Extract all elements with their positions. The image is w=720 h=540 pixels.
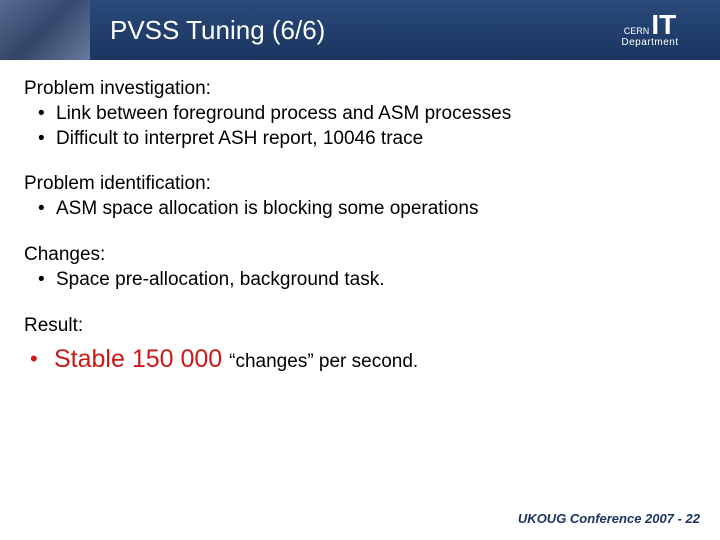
slide-content: Problem investigation: Link between fore… — [0, 60, 720, 375]
slide-footer: UKOUG Conference 2007 - 22 — [518, 511, 700, 526]
section-investigation: Problem investigation: Link between fore… — [24, 78, 696, 151]
result-item: Stable 150 000 “changes” per second. — [30, 343, 696, 376]
list-item: ASM space allocation is blocking some op… — [38, 197, 696, 222]
changes-list: Space pre-allocation, background task. — [24, 268, 696, 293]
list-item: Link between foreground process and ASM … — [38, 102, 696, 127]
investigation-heading: Problem investigation: — [24, 78, 696, 100]
identification-heading: Problem identification: — [24, 173, 696, 195]
result-heading: Result: — [24, 315, 696, 337]
section-changes: Changes: Space pre-allocation, backgroun… — [24, 244, 696, 293]
section-identification: Problem identification: ASM space alloca… — [24, 173, 696, 222]
result-list: Stable 150 000 “changes” per second. — [24, 343, 696, 376]
slide-header: PVSS Tuning (6/6) CERN IT Department — [0, 0, 720, 60]
changes-heading: Changes: — [24, 244, 696, 266]
logo-department-text: Department — [621, 37, 678, 48]
identification-list: ASM space allocation is blocking some op… — [24, 197, 696, 222]
header-decorative-image — [0, 0, 90, 60]
logo-it-text: IT — [651, 12, 676, 37]
list-item: Difficult to interpret ASH report, 10046… — [38, 127, 696, 152]
logo-cern-text: CERN — [624, 27, 650, 35]
section-result: Result: Stable 150 000 “changes” per sec… — [24, 315, 696, 376]
cern-it-logo: CERN IT Department — [590, 0, 720, 60]
result-rest-text: “changes” per second. — [229, 351, 418, 372]
list-item: Space pre-allocation, background task. — [38, 268, 696, 293]
result-highlight-text: Stable 150 000 — [54, 345, 229, 373]
investigation-list: Link between foreground process and ASM … — [24, 102, 696, 151]
slide-title: PVSS Tuning (6/6) — [110, 15, 590, 46]
